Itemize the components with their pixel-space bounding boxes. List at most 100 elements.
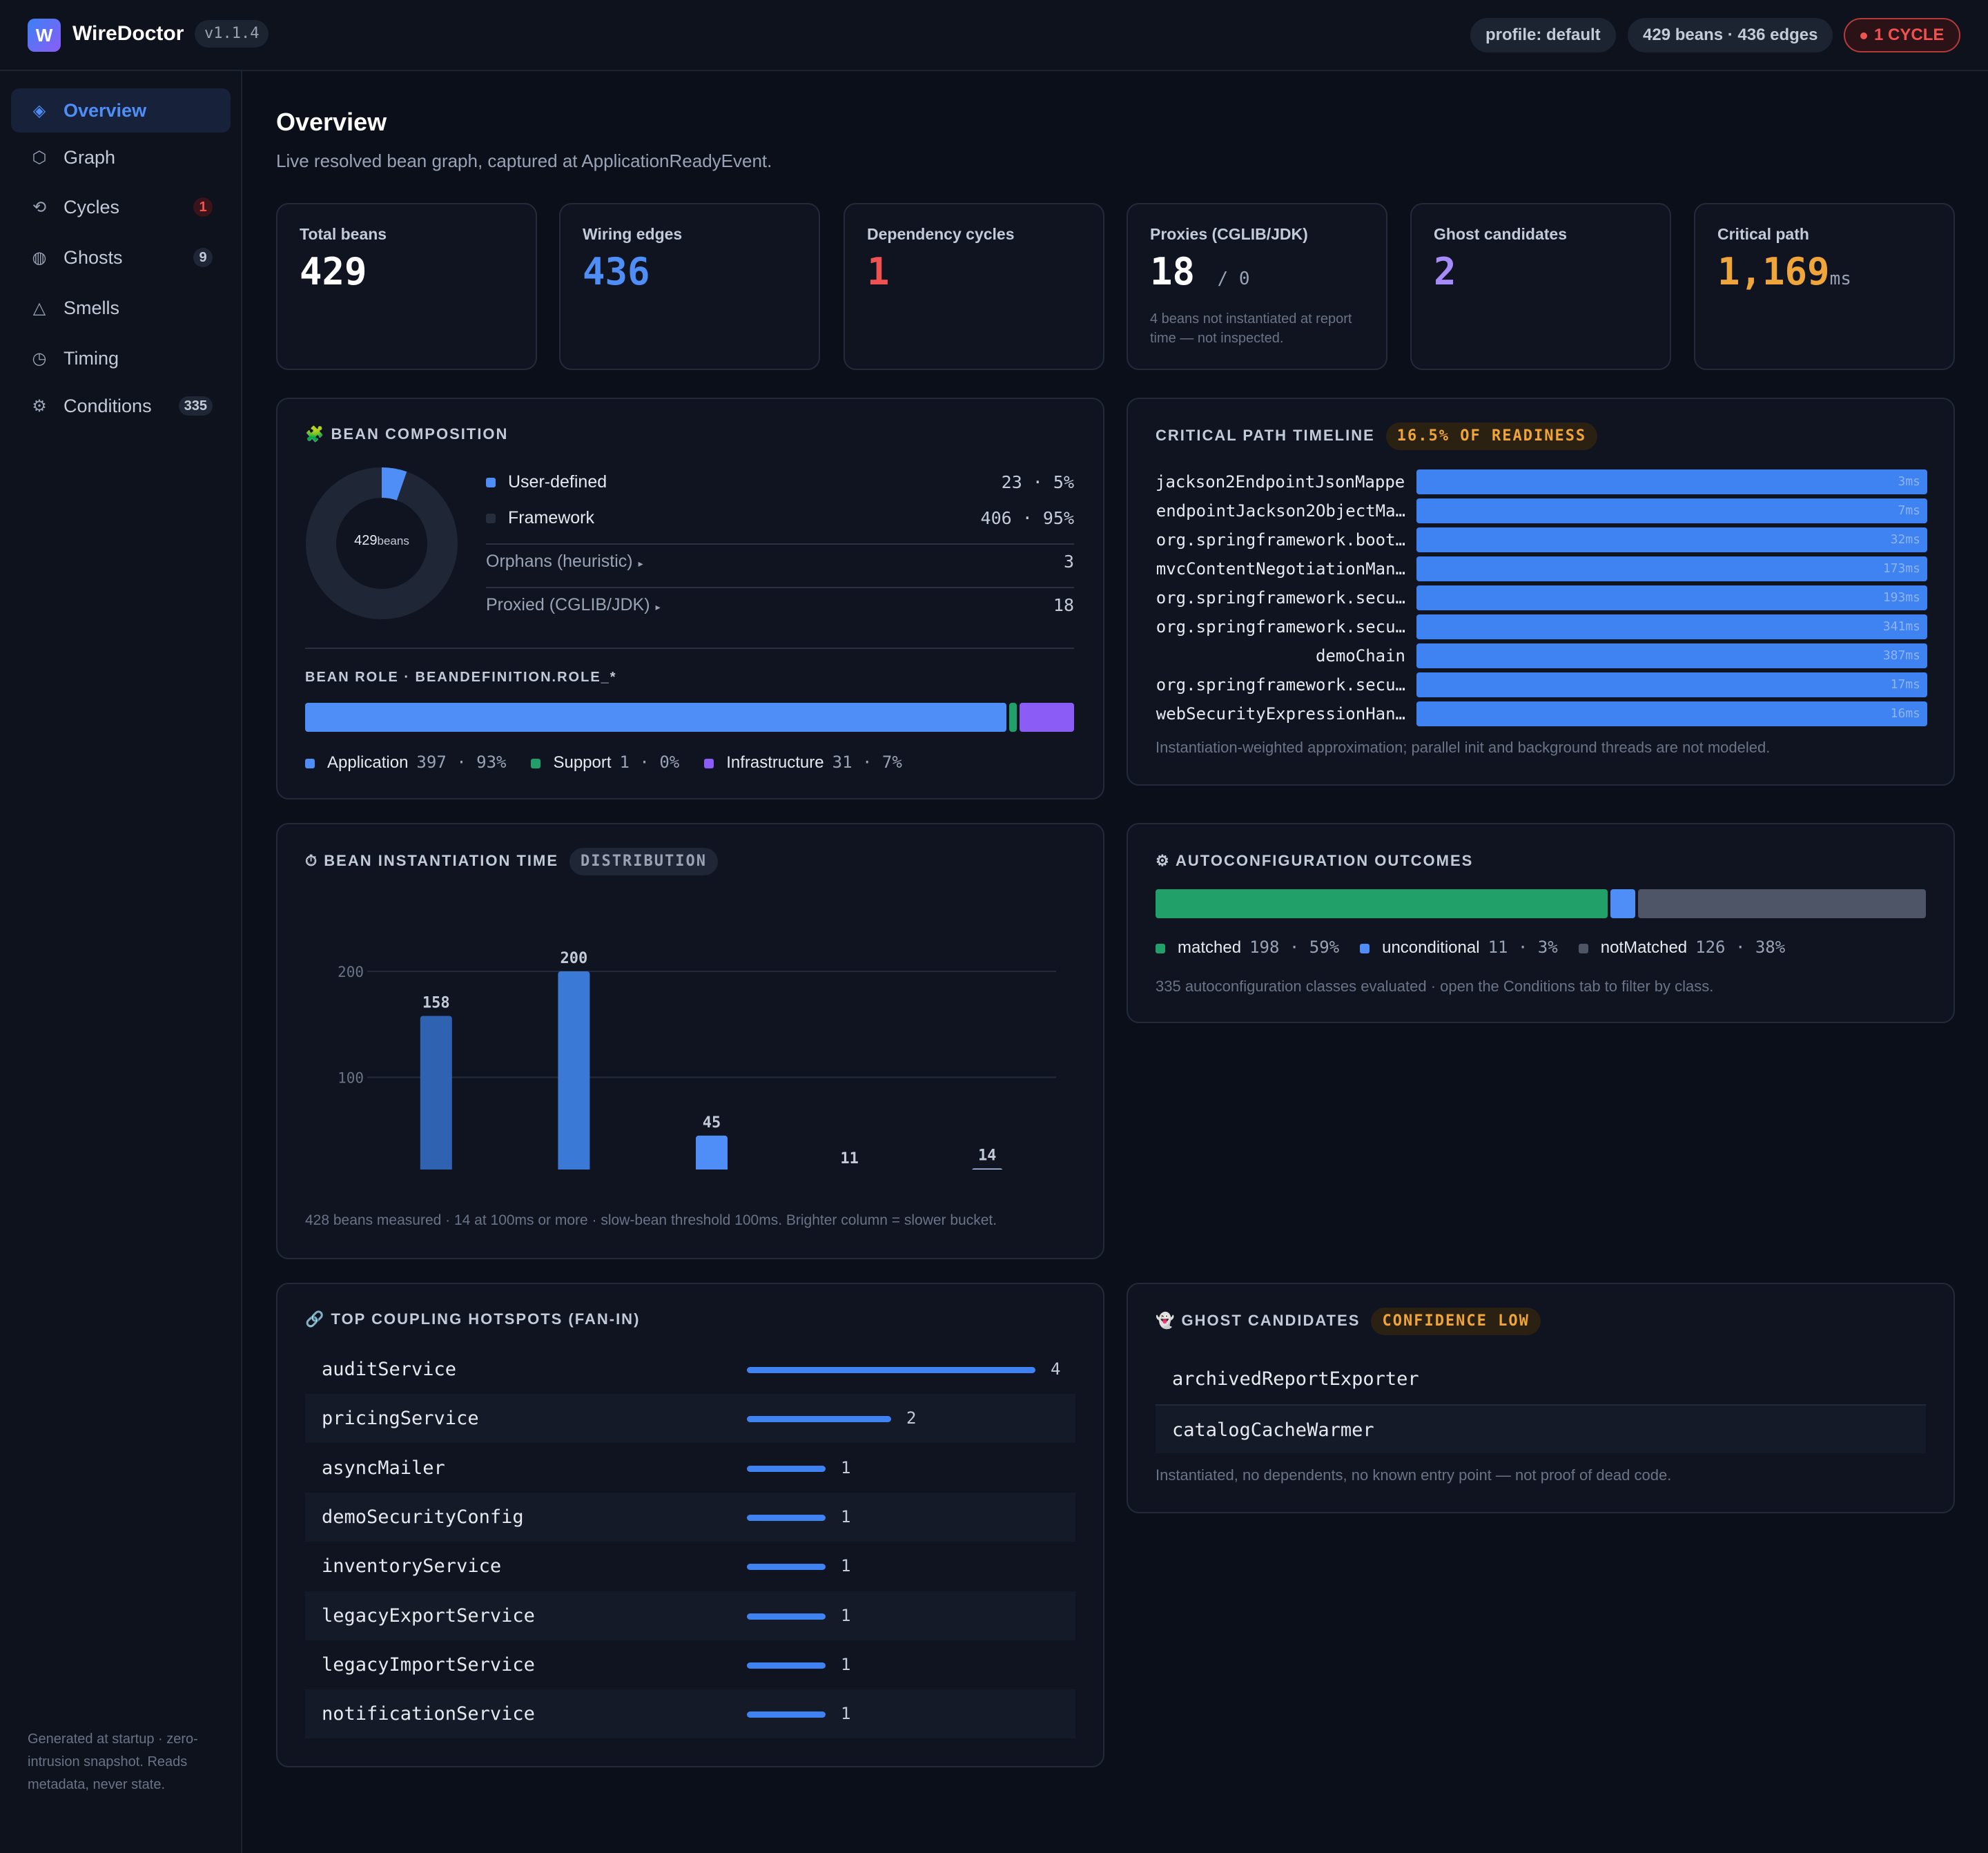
divider [486, 543, 1074, 545]
timeline-bar: 3ms [1416, 469, 1927, 494]
timeline-row[interactable]: org.springframework.secu… 341ms [1156, 614, 1929, 639]
section-title: 🧩 BEAN COMPOSITION [305, 425, 509, 443]
sidebar-item-label: Cycles [64, 196, 120, 217]
coupling-card: 🔗 TOP COUPLING HOTSPOTS (FAN-IN) auditSe… [276, 1283, 1104, 1767]
coupling-bar [747, 1465, 826, 1472]
coupling-row[interactable]: legacyExportService 1 [305, 1591, 1075, 1640]
section-title: ⏱ BEAN INSTANTIATION TIME DISTRIBUTION [305, 848, 718, 875]
role-label: Infrastructure [726, 753, 824, 772]
timeline-ms: 7ms [1898, 503, 1920, 518]
y-tick-label: 200 [338, 964, 364, 980]
timeline-row[interactable]: org.springframework.secu… 17ms [1156, 672, 1929, 697]
coupling-count: 2 [906, 1408, 917, 1428]
sidebar-item-conditions[interactable]: ⚙ Conditions 335 [11, 384, 231, 428]
coupling-count: 1 [841, 1556, 851, 1576]
stat-card-cycles[interactable]: Dependency cycles 1 [844, 203, 1104, 370]
coupling-count: 1 [841, 1506, 851, 1526]
timeline-row[interactable]: mvcContentNegotiationMan… 173ms [1156, 556, 1929, 581]
bar-value-label: 158 [422, 994, 450, 1011]
timeline-row[interactable]: jackson2EndpointJsonMapper 3ms [1156, 469, 1929, 494]
timeline-bar: 193ms [1416, 585, 1927, 610]
proxied-row[interactable]: Proxied (CGLIB/JDK) ▸ 18 [486, 595, 1074, 615]
profile-pill[interactable]: profile: default [1470, 18, 1616, 52]
autoconfig-legend-item: notMatched 126 · 38% [1578, 938, 1785, 957]
instantiation-footer: 428 beans measured · 14 at 100ms or more… [305, 1212, 997, 1228]
timeline-row[interactable]: webSecurityExpressionHan… 16ms [1156, 701, 1929, 726]
timeline-row[interactable]: endpointJackson2ObjectMa… 7ms [1156, 498, 1929, 523]
autoconfig-value: 11 · 3% [1488, 938, 1558, 957]
coupling-row[interactable]: notificationService 1 [305, 1689, 1075, 1739]
divider [486, 587, 1074, 588]
histogram-bar [420, 1016, 452, 1170]
ghost-row[interactable]: archivedReportExporter [1172, 1368, 1419, 1390]
cycle-alert-label: 1 CYCLE [1874, 26, 1945, 44]
coupling-bar [747, 1564, 826, 1571]
stat-card-wiring-edges: Wiring edges 436 [559, 203, 820, 370]
timeline-bean-name: endpointJackson2ObjectMa… [1156, 501, 1405, 521]
coupling-row[interactable]: pricingService 2 [305, 1394, 1075, 1444]
coupling-count: 4 [1051, 1359, 1061, 1379]
stat-card-critical-path: Critical path 1,169ms [1694, 203, 1955, 370]
timeline-bean-name: org.springframework.secu… [1156, 588, 1405, 608]
role-value: 31 · 7% [832, 753, 902, 772]
autoconfig-label: unconditional [1382, 938, 1480, 957]
histogram-bar [696, 1135, 728, 1170]
coupling-row[interactable]: asyncMailer 1 [305, 1444, 1075, 1493]
coupling-count: 1 [841, 1704, 851, 1724]
timeline-row[interactable]: org.springframework.boot… 32ms [1156, 527, 1929, 552]
legend-swatch [486, 478, 496, 488]
role-legend-item: Support 1 · 0% [531, 753, 679, 772]
legend-swatch [486, 514, 496, 524]
legend-framework: Framework 406 · 95% [486, 508, 1074, 528]
stat-value: 1,169 [1717, 250, 1830, 293]
stat-card-ghosts[interactable]: Ghost candidates 2 [1410, 203, 1671, 370]
ghost-row[interactable]: catalogCacheWarmer [1156, 1404, 1926, 1453]
readiness-tag: 16.5% OF READINESS [1385, 423, 1598, 450]
legend-swatch [704, 758, 714, 768]
timeline-bean-name: mvcContentNegotiationMan… [1156, 559, 1405, 579]
timeline-row[interactable]: org.springframework.secu… 193ms [1156, 585, 1929, 610]
cycle-alert-pill[interactable]: 1 CYCLE [1844, 18, 1961, 52]
coupling-row[interactable]: demoSecurityConfig 1 [305, 1492, 1075, 1542]
sidebar-item-graph[interactable]: ⬡ Graph [11, 135, 231, 180]
role-legend-item: Infrastructure 31 · 7% [704, 753, 902, 772]
role-value: 1 · 0% [619, 753, 680, 772]
cycles-count-badge: 1 [193, 197, 213, 217]
instantiation-histogram: 010020015802001–94510–491150–9914≥100ins… [338, 950, 1056, 1170]
bean-role-legend: Application 397 · 93% Support 1 · 0% Infrast… [305, 753, 927, 773]
sidebar-item-cycles[interactable]: ⟲ Cycles 1 [11, 185, 231, 229]
bar-value-label: 45 [703, 1114, 721, 1132]
timeline-row[interactable]: demoChain 387ms [1156, 643, 1929, 668]
timeline-bar: 7ms [1416, 498, 1927, 523]
timeline-bar: 387ms [1416, 643, 1927, 668]
warning-triangle-icon: △ [32, 298, 46, 318]
ghosts-footer: Instantiated, no dependents, no known en… [1156, 1466, 1672, 1484]
coupling-row[interactable]: auditService 4 [305, 1345, 1075, 1394]
coupling-row[interactable]: inventoryService 1 [305, 1542, 1075, 1591]
sidebar-item-overview[interactable]: ◈ Overview [11, 88, 231, 133]
sidebar-item-timing[interactable]: ◷ Timing [11, 336, 231, 380]
sidebar-item-ghosts[interactable]: ◍ Ghosts 9 [11, 235, 231, 280]
app-name: WireDoctor [72, 22, 184, 45]
stat-label: Ghost candidates [1434, 225, 1567, 243]
coupling-bean-name: legacyImportService [322, 1653, 535, 1676]
autoconfig-card: ⚙ AUTOCONFIGURATION OUTCOMES matched 198 … [1127, 823, 1955, 1023]
timeline-bar: 341ms [1416, 614, 1927, 639]
timeline-bar: 173ms [1416, 556, 1927, 581]
sidebar-item-label: Ghosts [64, 246, 123, 268]
sidebar-item-label: Timing [64, 347, 119, 369]
legend-user-defined: User-defined 23 · 5% [486, 472, 1074, 492]
coupling-row[interactable]: legacyImportService 1 [305, 1640, 1075, 1689]
link-icon: 🔗 [305, 1310, 326, 1328]
orphans-row[interactable]: Orphans (heuristic) ▸ 3 [486, 552, 1074, 572]
sidebar-item-label: Smells [64, 297, 120, 318]
stat-label: Total beans [300, 225, 387, 243]
coupling-count: 1 [841, 1654, 851, 1674]
sidebar-item-smells[interactable]: △ Smells [11, 286, 231, 330]
confidence-tag: CONFIDENCE LOW [1371, 1308, 1541, 1335]
sidebar-item-label: Overview [64, 99, 147, 121]
coupling-bar [747, 1367, 1035, 1373]
stat-card-total-beans: Total beans 429 [276, 203, 537, 370]
legend-swatch [305, 758, 315, 768]
